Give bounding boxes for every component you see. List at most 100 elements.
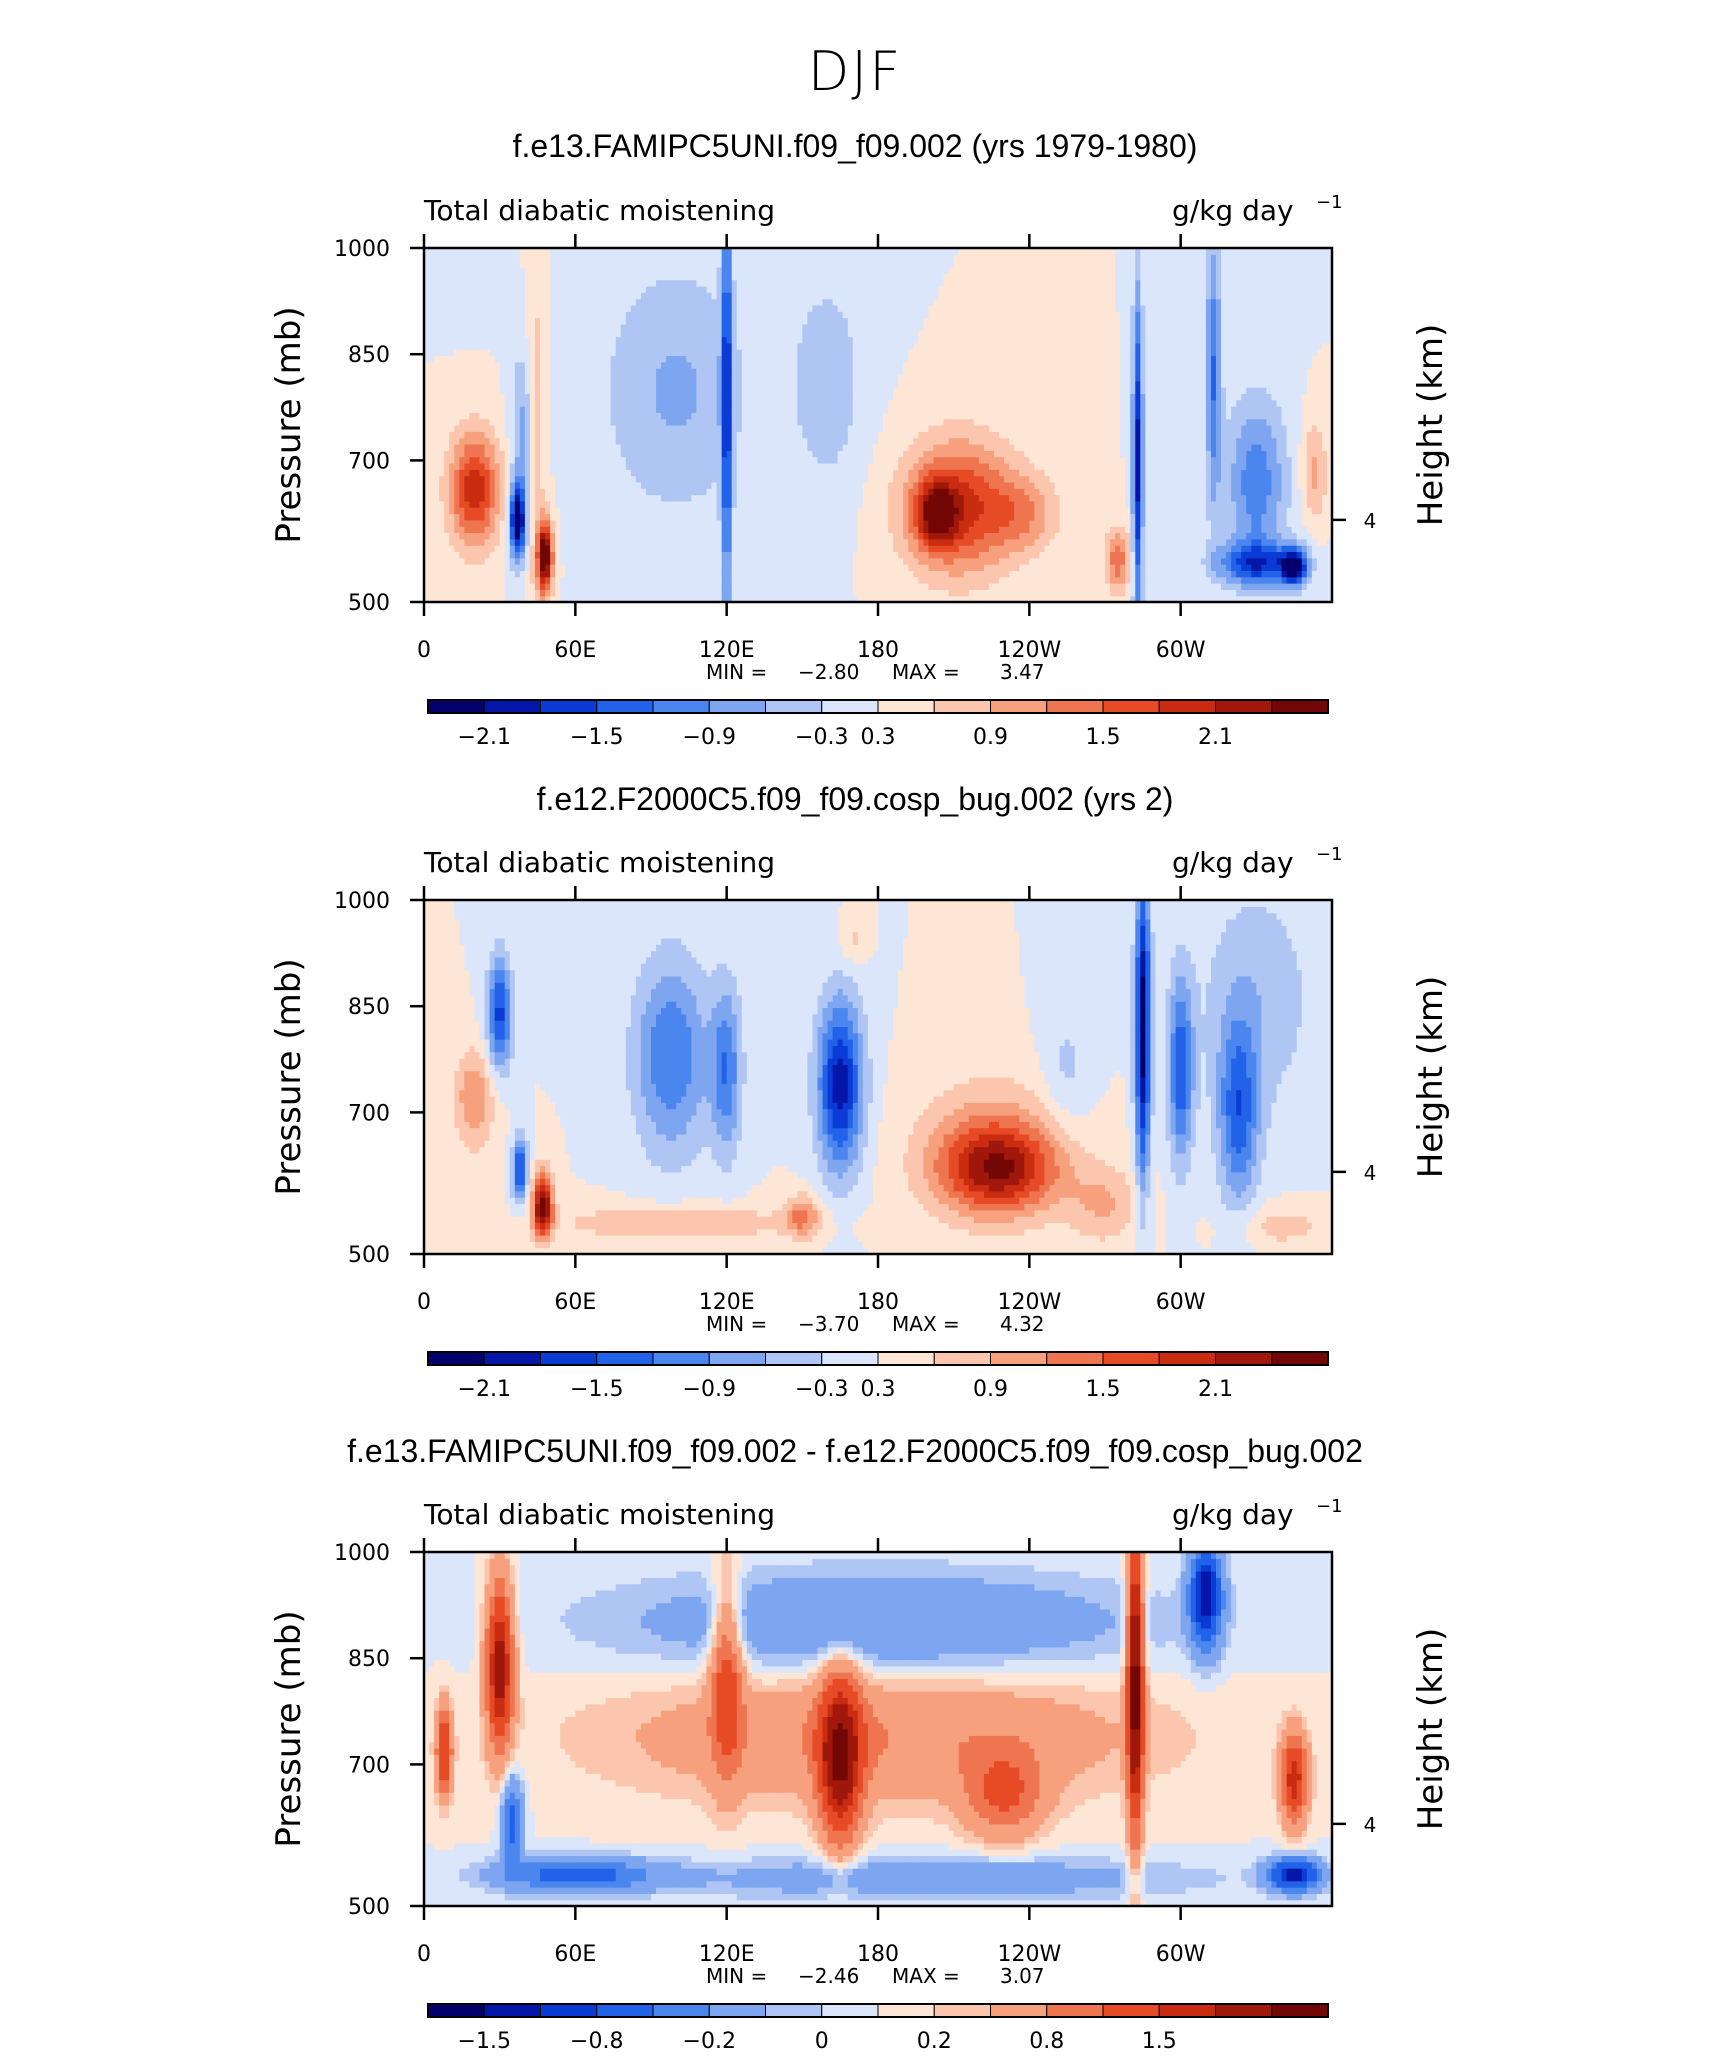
- heatmap-cell: [505, 438, 511, 445]
- heatmap-cell: [510, 476, 516, 483]
- heatmap-cell: [469, 425, 475, 432]
- heatmap-cell: [1246, 463, 1252, 470]
- heatmap-cell: [1024, 431, 1030, 438]
- heatmap-cell: [580, 532, 586, 539]
- heatmap-cell: [686, 501, 692, 508]
- heatmap-cell: [999, 558, 1005, 565]
- heatmap-cell: [490, 551, 496, 558]
- heatmap-cell: [1160, 431, 1166, 438]
- heatmap-cell: [585, 545, 591, 552]
- heatmap-cell: [928, 469, 934, 476]
- heatmap-cell: [1307, 507, 1313, 514]
- heatmap-cell: [545, 425, 551, 432]
- heatmap-cell: [490, 583, 496, 590]
- heatmap-cell: [490, 495, 496, 502]
- heatmap-cell: [1080, 545, 1086, 552]
- heatmap-cell: [515, 482, 521, 489]
- heatmap-cell: [787, 501, 793, 508]
- heatmap-cell: [913, 425, 919, 432]
- heatmap-cell: [585, 539, 591, 546]
- heatmap-cell: [777, 583, 783, 590]
- heatmap-cell: [853, 463, 859, 470]
- heatmap-cell: [878, 488, 884, 495]
- heatmap-cell: [853, 564, 859, 571]
- heatmap-cell: [1039, 507, 1045, 514]
- heatmap-cell: [787, 507, 793, 514]
- heatmap-cell: [474, 539, 480, 546]
- heatmap-cell: [727, 488, 733, 495]
- heatmap-cell: [611, 551, 617, 558]
- heatmap-cell: [530, 532, 536, 539]
- heatmap-cell: [691, 564, 697, 571]
- heatmap-cell: [1292, 469, 1298, 476]
- heatmap-cell: [530, 450, 536, 457]
- heatmap-cell: [1155, 551, 1161, 558]
- heatmap-cell: [696, 463, 702, 470]
- heatmap-cell: [464, 589, 470, 596]
- heatmap-cell: [500, 577, 506, 584]
- heatmap-cell: [1060, 488, 1066, 495]
- heatmap-cell: [1206, 532, 1212, 539]
- heatmap-cell: [464, 545, 470, 552]
- heatmap-cell: [560, 438, 566, 445]
- heatmap-cell: [691, 532, 697, 539]
- heatmap-cell: [903, 545, 909, 552]
- heatmap-cell: [580, 520, 586, 527]
- heatmap-cell: [1287, 501, 1293, 508]
- heatmap-cell: [495, 488, 501, 495]
- heatmap-cell: [1266, 551, 1272, 558]
- heatmap-cell: [888, 577, 894, 584]
- heatmap-cell: [1085, 476, 1091, 483]
- heatmap-cell: [696, 583, 702, 590]
- heatmap-cell: [1211, 431, 1217, 438]
- heatmap-cell: [1009, 520, 1015, 527]
- heatmap-cell: [792, 469, 798, 476]
- heatmap-cell: [1105, 431, 1111, 438]
- heatmap-cell: [1125, 514, 1131, 521]
- heatmap-cell: [631, 450, 637, 457]
- heatmap-cell: [949, 532, 955, 539]
- heatmap-cell: [1221, 520, 1227, 527]
- heatmap-cell: [1186, 532, 1192, 539]
- heatmap-cell: [495, 431, 501, 438]
- heatmap-cell: [515, 457, 521, 464]
- heatmap-cell: [974, 469, 980, 476]
- heatmap-cell: [1282, 589, 1288, 596]
- heatmap-cell: [944, 577, 950, 584]
- heatmap-cell: [954, 520, 960, 527]
- heatmap-cell: [833, 450, 839, 457]
- heatmap-cell: [459, 488, 465, 495]
- heatmap-cell: [580, 545, 586, 552]
- heatmap-cell: [964, 570, 970, 577]
- heatmap-cell: [540, 469, 546, 476]
- heatmap-cell: [1150, 482, 1156, 489]
- heatmap-cell: [666, 482, 672, 489]
- heatmap-cell: [742, 476, 748, 483]
- heatmap-cell: [1060, 463, 1066, 470]
- heatmap-cell: [479, 507, 485, 514]
- heatmap-cell: [757, 545, 763, 552]
- heatmap-cell: [823, 558, 829, 565]
- heatmap-cell: [848, 589, 854, 596]
- heatmap-cell: [1140, 431, 1146, 438]
- heatmap-cell: [817, 507, 823, 514]
- heatmap-cell: [747, 463, 753, 470]
- heatmap-cell: [757, 444, 763, 451]
- heatmap-cell: [954, 539, 960, 546]
- heatmap-cell: [1155, 532, 1161, 539]
- heatmap-cell: [1266, 558, 1272, 565]
- heatmap-cell: [575, 507, 581, 514]
- heatmap-cell: [1271, 507, 1277, 514]
- heatmap-cell: [429, 463, 435, 470]
- heatmap-cell: [641, 520, 647, 527]
- heatmap-cell: [1282, 482, 1288, 489]
- heatmap-cell: [449, 589, 455, 596]
- heatmap-cell: [676, 482, 682, 489]
- heatmap-cell: [1251, 564, 1257, 571]
- heatmap-cell: [651, 520, 657, 527]
- heatmap-cell: [1317, 444, 1323, 451]
- heatmap-cell: [898, 438, 904, 445]
- heatmap-cell: [1095, 558, 1101, 565]
- heatmap-cell: [802, 514, 808, 521]
- heatmap-cell: [505, 469, 511, 476]
